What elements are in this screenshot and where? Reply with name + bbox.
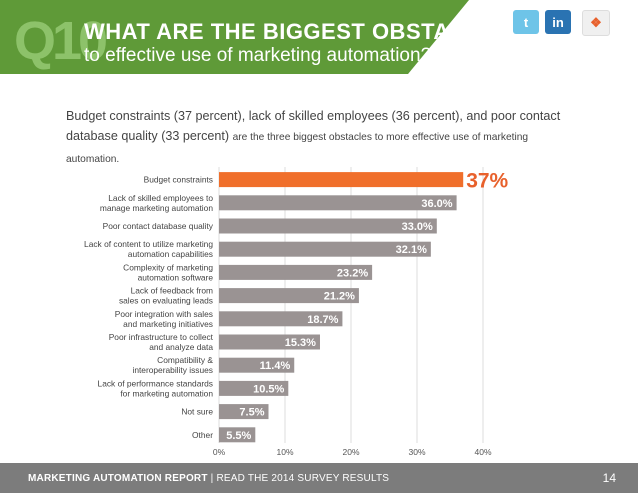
category-label: Complexity of marketing automation softwa… xyxy=(123,262,213,282)
category-label: Lack of performance standards for marketi… xyxy=(98,378,214,398)
page-subtitle: to effective use of marketing automation… xyxy=(84,45,432,66)
x-tick-label: 40% xyxy=(474,447,491,457)
bar-value-label: 21.2% xyxy=(324,291,355,303)
category-label: Poor contact database quality xyxy=(103,221,214,231)
bar-value-label: 7.5% xyxy=(239,407,264,419)
intro-small-text: are the three biggest obstacles to more … xyxy=(66,132,529,165)
category-label: Compatibility & interoperability issues xyxy=(132,355,213,375)
footer-text: MARKETING AUTOMATION REPORT | READ THE 2… xyxy=(28,473,389,484)
bar-value-label: 18.7% xyxy=(307,314,338,326)
x-tick-label: 0% xyxy=(213,447,226,457)
bar-highlight xyxy=(219,172,464,188)
bar-value-label: 36.0% xyxy=(421,198,452,210)
x-tick-label: 20% xyxy=(342,447,359,457)
footer-report-name: MARKETING AUTOMATION REPORT xyxy=(28,473,208,484)
intro-large-text: Budget constraints (37 percent), lack of… xyxy=(66,109,561,143)
footer-separator: | xyxy=(210,473,214,484)
page-title: WHAT ARE THE BIGGEST OBSTACLES xyxy=(84,19,511,44)
intro-paragraph: Budget constraints (37 percent), lack of… xyxy=(66,106,566,170)
bar-value-label: 33.0% xyxy=(402,221,433,233)
twitter-icon[interactable]: t xyxy=(513,10,539,34)
x-tick-label: 30% xyxy=(408,447,425,457)
bar xyxy=(219,357,295,373)
bar xyxy=(219,404,269,420)
linkedin-icon[interactable]: in xyxy=(545,10,571,34)
bar xyxy=(219,288,359,304)
x-tick-label: 10% xyxy=(276,447,293,457)
bar xyxy=(219,264,373,280)
bar xyxy=(219,241,431,257)
bar xyxy=(219,218,437,234)
category-label: Lack of feedback from sales on evaluating… xyxy=(119,286,213,306)
title-banner xyxy=(0,0,469,74)
category-label: Lack of skilled employees to manage marke… xyxy=(100,193,213,213)
footer-tagline[interactable]: READ THE 2014 SURVEY RESULTS xyxy=(216,473,390,484)
bar-value-label: 32.1% xyxy=(396,244,427,256)
hootsuite-icon[interactable]: ❖ xyxy=(582,10,610,36)
hootsuite-icon-label: ❖ xyxy=(590,15,602,30)
bar-value-label: 23.2% xyxy=(337,267,368,279)
footer-bar: MARKETING AUTOMATION REPORT | READ THE 2… xyxy=(0,463,638,493)
category-label: Poor integration with sales and marketing… xyxy=(115,309,213,329)
linkedin-icon-label: in xyxy=(552,14,564,30)
bar xyxy=(219,195,457,211)
bar xyxy=(219,311,343,327)
category-label: Other xyxy=(192,430,213,440)
bar xyxy=(219,380,289,396)
category-label: Budget constraints xyxy=(144,175,213,185)
bar xyxy=(219,427,256,443)
category-label: Lack of content to utilize marketing auto… xyxy=(84,239,213,259)
bar-value-label: 10.5% xyxy=(253,383,284,395)
bar-value-label: 11.4% xyxy=(260,360,291,372)
bar-value-label: 15.3% xyxy=(285,337,316,349)
category-label: Poor infrastructure to collect and analyz… xyxy=(109,332,214,352)
category-label: Not sure xyxy=(181,407,213,417)
question-number: Q10 xyxy=(14,11,108,71)
bar xyxy=(219,334,320,350)
twitter-icon-label: t xyxy=(523,14,529,30)
bar-value-label: 37% xyxy=(466,170,508,193)
bar-value-label: 5.5% xyxy=(226,430,251,442)
page-number: 14 xyxy=(602,471,616,485)
